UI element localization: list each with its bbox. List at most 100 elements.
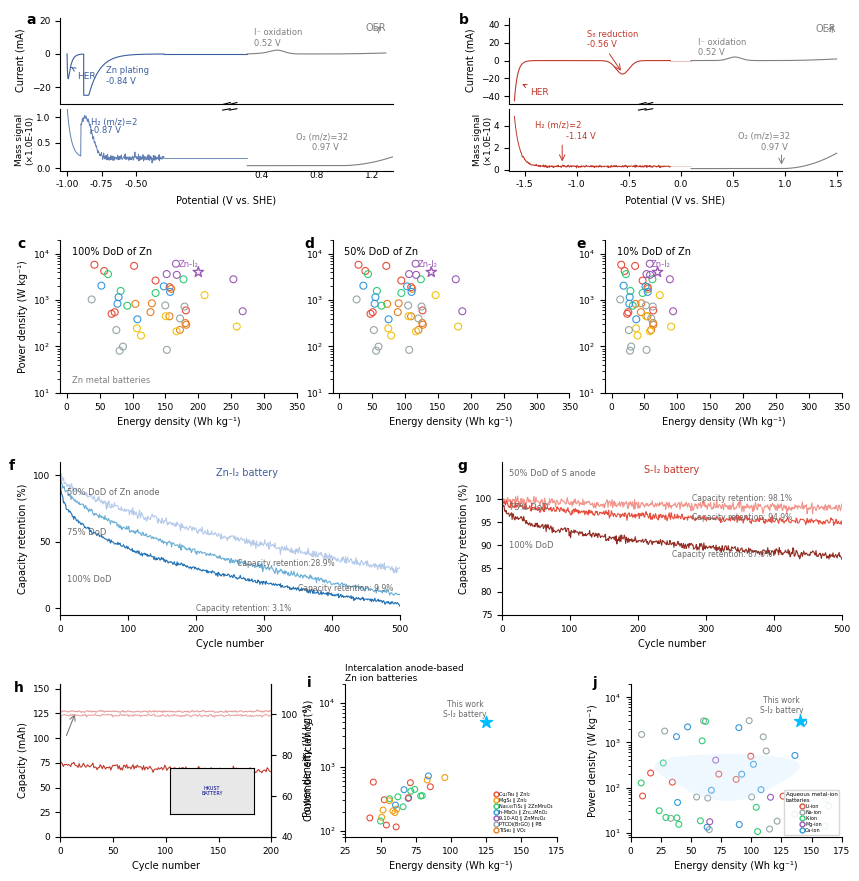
Point xyxy=(388,805,402,819)
Point xyxy=(392,296,405,310)
Text: This work
S-I₂ battery: This work S-I₂ battery xyxy=(443,700,487,719)
Point xyxy=(644,322,658,337)
Point xyxy=(666,775,679,789)
Point xyxy=(659,811,673,825)
Point xyxy=(85,292,99,307)
Point xyxy=(634,776,648,790)
Point xyxy=(703,815,716,829)
Point xyxy=(626,299,640,313)
Point xyxy=(656,756,670,770)
Point xyxy=(105,307,119,321)
Point xyxy=(701,791,715,805)
Point xyxy=(797,715,811,729)
Text: g: g xyxy=(458,459,467,473)
Point xyxy=(479,715,493,729)
Point xyxy=(643,324,657,338)
Point xyxy=(429,288,442,302)
Point xyxy=(401,791,415,805)
Point xyxy=(652,803,666,818)
Point xyxy=(693,814,707,828)
Point xyxy=(423,780,437,794)
Text: -0.87 V: -0.87 V xyxy=(90,127,120,136)
Point xyxy=(402,791,416,805)
Point xyxy=(162,280,176,294)
Text: Capacity retention: 98.1%: Capacity retention: 98.1% xyxy=(692,494,792,503)
Text: Intercalation anode-based
Zn ion batteries: Intercalation anode-based Zn ion batteri… xyxy=(345,663,464,683)
Text: a: a xyxy=(27,13,36,27)
Point xyxy=(397,782,411,796)
Point xyxy=(645,272,659,286)
Point xyxy=(644,311,658,325)
Point xyxy=(411,322,425,337)
Point xyxy=(386,803,399,818)
Point xyxy=(704,783,718,797)
Text: 100% DoD: 100% DoD xyxy=(509,541,553,550)
Point xyxy=(695,734,709,748)
Point xyxy=(390,802,404,816)
Point xyxy=(97,264,111,278)
Text: H₂ (m/z)=2: H₂ (m/z)=2 xyxy=(535,121,582,130)
Point xyxy=(372,339,386,353)
X-axis label: Energy density (Wh kg⁻¹): Energy density (Wh kg⁻¹) xyxy=(117,417,241,427)
Point xyxy=(369,344,383,358)
Point xyxy=(376,803,390,817)
Point xyxy=(415,300,429,314)
Point xyxy=(173,322,186,337)
Point xyxy=(651,265,665,279)
Point xyxy=(405,280,418,294)
Point xyxy=(416,318,430,332)
Text: I⁻ oxidation
0.52 V: I⁻ oxidation 0.52 V xyxy=(698,38,746,57)
Point xyxy=(619,267,633,281)
Ellipse shape xyxy=(655,754,800,801)
Point xyxy=(664,320,678,334)
Point xyxy=(663,272,677,286)
Point xyxy=(130,322,143,336)
Y-axis label: Capacity retention (%): Capacity retention (%) xyxy=(460,483,469,594)
Text: 75% DoD: 75% DoD xyxy=(67,528,107,537)
Point xyxy=(745,790,758,804)
Point xyxy=(640,267,654,281)
Point xyxy=(158,299,172,313)
Legend: Li-ion, Na-ion, K-ion, Mg-ion, Ca-ion: Li-ion, Na-ion, K-ion, Mg-ion, Ca-ion xyxy=(783,790,839,834)
Text: O₂ (m/z)=32: O₂ (m/z)=32 xyxy=(295,133,348,142)
Point xyxy=(733,818,746,832)
Point xyxy=(751,825,765,839)
Point xyxy=(149,286,162,300)
Point xyxy=(380,259,393,273)
Point xyxy=(179,316,192,330)
Point xyxy=(396,800,410,814)
Point xyxy=(388,798,402,812)
Point xyxy=(134,329,148,343)
Text: Zn-I₂ battery: Zn-I₂ battery xyxy=(216,468,278,478)
Point xyxy=(646,300,660,314)
Point xyxy=(613,292,627,307)
Point xyxy=(120,299,134,313)
Text: HER: HER xyxy=(523,85,549,97)
Point xyxy=(647,318,661,332)
Point xyxy=(127,259,141,273)
Point xyxy=(757,729,771,744)
X-axis label: Energy density (Wh kg⁻¹): Energy density (Wh kg⁻¹) xyxy=(389,862,513,871)
Point xyxy=(380,818,393,832)
Point xyxy=(732,721,746,735)
Point xyxy=(636,286,649,300)
Point xyxy=(112,290,125,304)
Text: H₂ (m/z)=2: H₂ (m/z)=2 xyxy=(90,118,137,127)
Text: O₂ (m/z)=32: O₂ (m/z)=32 xyxy=(738,132,790,141)
Point xyxy=(129,297,143,311)
Y-axis label: Capacity retention (%): Capacity retention (%) xyxy=(17,483,27,594)
Point xyxy=(116,339,130,353)
Point xyxy=(405,309,418,323)
Point xyxy=(618,264,631,278)
Point xyxy=(111,297,125,311)
Point xyxy=(709,753,722,767)
Point xyxy=(764,790,777,804)
Text: Capacity retention: 94.9%: Capacity retention: 94.9% xyxy=(692,513,793,522)
Point xyxy=(162,309,176,323)
Y-axis label: Coulombic efficiency (%): Coulombic efficiency (%) xyxy=(304,700,314,821)
Point xyxy=(622,323,636,337)
Point xyxy=(366,305,380,319)
Point xyxy=(382,794,396,808)
Point xyxy=(375,299,388,313)
Point xyxy=(163,285,177,299)
